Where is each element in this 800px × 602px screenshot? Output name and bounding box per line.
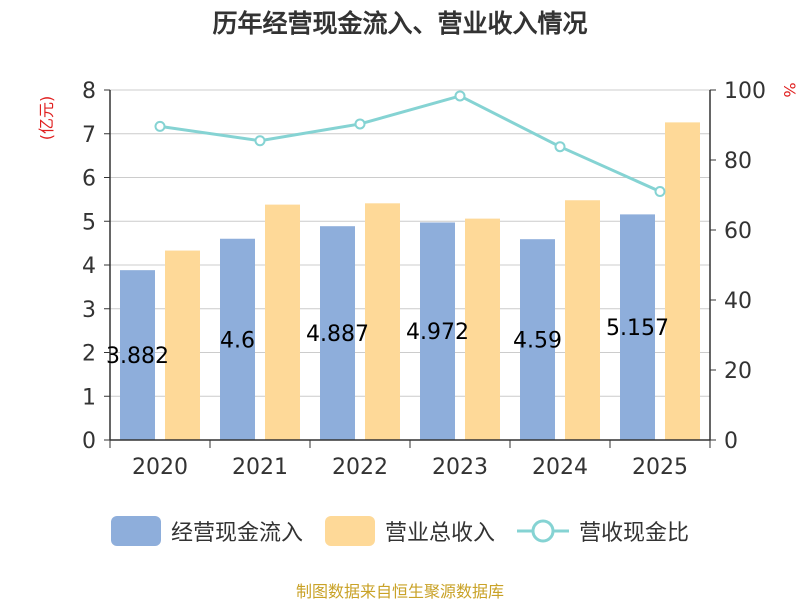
- ratio-point: [554, 141, 566, 153]
- bar-revenue: [265, 204, 300, 440]
- legend-swatch-cash-inflow: [110, 516, 161, 546]
- ratio-point: [354, 118, 366, 130]
- data-label-cash-inflow: 4.59: [513, 329, 562, 354]
- bar-revenue: [565, 200, 600, 440]
- x-axis-tick-label: 2020: [132, 455, 188, 480]
- bar-cash-inflow: [520, 239, 555, 440]
- left-axis-tick-label: 4: [82, 254, 96, 279]
- legend-swatch-revenue: [324, 516, 375, 546]
- data-label-cash-inflow: 4.972: [406, 320, 469, 345]
- data-labels: 3.882 4.6 4.887 4.972 4.59 5.157: [106, 316, 669, 369]
- ratio-line: [154, 90, 666, 197]
- bar-cash-inflow: [420, 222, 455, 440]
- left-axis-tick-label: 7: [82, 123, 96, 148]
- left-axis-tick-label: 5: [82, 210, 96, 235]
- legend-item-revenue[interactable]: 营业总收入: [324, 515, 495, 547]
- legend-label-cash-inflow: 经营现金流入: [170, 521, 303, 546]
- x-axis-tick-label: 2021: [232, 455, 288, 480]
- left-axis-tick-label: 0: [82, 429, 96, 454]
- legend: 经营现金流入 营业总收入 营收现金比: [0, 515, 800, 547]
- legend-label-revenue: 营业总收入: [384, 521, 495, 546]
- left-axis-unit: (亿元): [37, 96, 56, 141]
- left-axis-tick-label: 2: [82, 342, 96, 367]
- ratio-point: [454, 90, 466, 102]
- chart-title: 历年经营现金流入、营业收入情况: [212, 9, 588, 38]
- legend-item-cash-inflow[interactable]: 经营现金流入: [110, 515, 303, 547]
- data-label-cash-inflow: 5.157: [606, 316, 669, 341]
- ratio-point: [154, 120, 166, 132]
- ratio-line-path: [159, 94, 661, 193]
- bar-revenue: [465, 218, 500, 440]
- left-axis-tick-label: 1: [82, 385, 96, 410]
- right-axis-tick-label: 60: [724, 219, 752, 244]
- right-axis-tick-label: 20: [724, 359, 752, 384]
- legend-label-ratio: 营收现金比: [579, 521, 690, 546]
- legend-swatch-ratio: [517, 519, 569, 543]
- data-label-cash-inflow: 3.882: [106, 344, 169, 369]
- right-axis-tick-label: 100: [724, 79, 766, 104]
- left-axis-tick-label: 8: [82, 79, 96, 104]
- bar-revenue: [365, 203, 400, 440]
- ratio-point: [254, 135, 266, 147]
- x-axis-tick-label: 2023: [432, 455, 488, 480]
- bars: [120, 122, 700, 440]
- right-axis-tick-label: 0: [724, 429, 738, 454]
- x-axis-tick-label: 2024: [532, 455, 588, 480]
- bar-cash-inflow: [320, 226, 355, 440]
- ratio-point: [654, 186, 666, 197]
- bar-cash-inflow: [620, 214, 655, 440]
- bar-cash-inflow: [220, 238, 255, 440]
- right-axis-unit: %: [780, 82, 799, 97]
- left-axis-tick-label: 6: [82, 167, 96, 192]
- grid-lines: [110, 89, 710, 397]
- bar-cash-inflow: [120, 270, 155, 440]
- left-axis-tick-label: 3: [82, 298, 96, 323]
- right-axis-tick-label: 40: [724, 289, 752, 314]
- source-note: 制图数据来自恒生聚源数据库: [295, 582, 504, 601]
- right-axis-tick-label: 80: [724, 149, 752, 174]
- bar-revenue: [665, 122, 700, 440]
- x-axis-tick-label: 2022: [332, 455, 388, 480]
- bar-revenue: [165, 250, 200, 440]
- legend-item-ratio[interactable]: 营收现金比: [517, 515, 689, 547]
- x-axis-tick-label: 2025: [632, 455, 688, 480]
- data-label-cash-inflow: 4.6: [220, 328, 255, 353]
- data-label-cash-inflow: 4.887: [306, 322, 369, 347]
